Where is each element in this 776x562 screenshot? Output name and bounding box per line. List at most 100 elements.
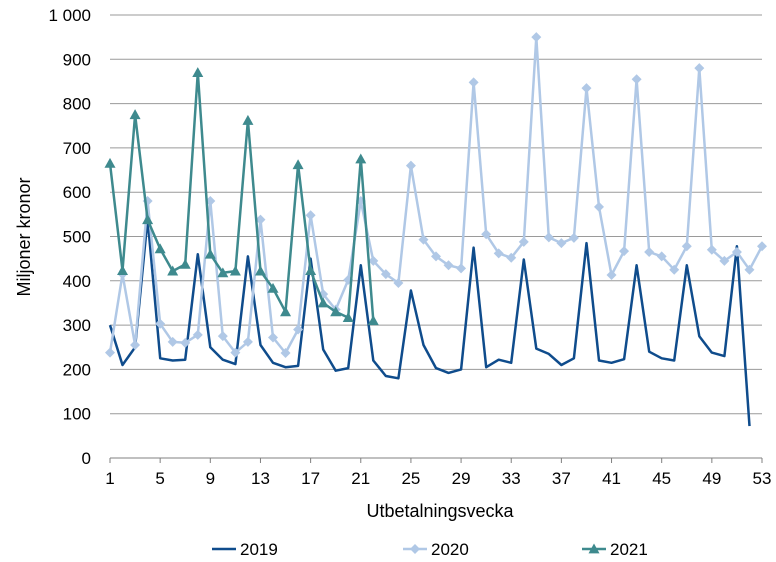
y-tick-label: 700 [63,139,91,158]
data-point [594,201,604,212]
data-point [418,234,429,245]
series-2021 [104,67,379,326]
x-tick-label: 53 [753,469,772,488]
data-point [405,160,416,171]
data-point [619,246,630,257]
y-tick-label: 400 [63,272,91,291]
data-point [154,243,166,254]
data-point [305,210,316,221]
data-point [130,340,141,351]
x-tick-label: 37 [552,469,571,488]
data-point [167,265,179,276]
data-point [305,265,317,276]
series-line-2021 [108,71,375,321]
x-tick-label: 21 [351,469,370,488]
data-point [631,74,642,85]
data-point [431,251,441,262]
data-point [342,312,354,322]
data-point [179,258,191,269]
data-point [317,297,329,308]
data-point [204,248,216,259]
x-tick-label: 29 [452,469,471,488]
data-point [506,252,517,263]
legend-marker [410,544,420,554]
data-point [443,260,454,271]
data-point [292,159,304,170]
legend-item-2019: 2019 [212,540,278,559]
x-axis [109,457,763,463]
data-point [142,214,154,225]
x-tick-label: 33 [502,469,521,488]
data-point [117,265,129,276]
data-point [192,329,203,340]
legend-label: 2019 [240,540,278,559]
legend: 2019 2020 2021 [212,540,648,559]
data-point [380,269,391,280]
data-point [280,306,292,317]
legend-label: 2021 [610,540,648,559]
y-tick-label: 100 [63,405,91,424]
x-tick-label: 41 [602,469,621,488]
data-point [268,332,278,343]
data-point [167,336,178,347]
data-point [267,282,279,293]
legend-label: 2020 [431,540,469,559]
data-point [694,63,705,74]
x-tick-label: 45 [652,469,671,488]
data-point [706,244,717,255]
y-axis-tick-labels: 0 100 200 300 400 500 600 700 800 900 1 000 [48,6,91,468]
data-point [481,229,492,240]
data-point [606,270,617,281]
y-tick-label: 300 [63,316,91,335]
y-tick-label: 0 [82,449,91,468]
series-line-2019 [108,217,751,427]
data-point [543,232,554,243]
data-point [656,251,667,262]
x-tick-label: 17 [301,469,320,488]
data-point [669,264,680,275]
data-point [456,263,467,274]
data-point [180,337,191,348]
y-tick-label: 600 [63,183,91,202]
y-tick-label: 200 [63,360,91,379]
data-point [254,265,266,276]
data-point [155,318,166,329]
y-axis-title: Miljoner kronor [14,177,34,296]
x-axis-tick-labels: 1 5 9 13 17 21 25 29 33 37 41 45 49 53 [105,469,771,488]
data-point [355,153,367,164]
data-point [568,232,579,243]
data-point [581,83,592,94]
data-point [518,236,529,247]
data-point [468,77,479,88]
series-2019 [108,217,751,427]
data-point [280,348,291,359]
data-point [104,157,116,168]
y-tick-label: 900 [63,50,91,69]
y-tick-label: 500 [63,228,91,247]
x-tick-label: 13 [251,469,270,488]
data-point [744,264,755,275]
x-tick-label: 9 [206,469,215,488]
data-point [681,241,692,252]
data-point [368,255,379,266]
x-tick-label: 5 [155,469,164,488]
legend-item-2021: 2021 [582,540,648,559]
data-point [129,109,141,120]
y-tick-label: 1 000 [48,6,91,25]
data-point [255,214,266,225]
legend-item-2020: 2020 [403,540,469,559]
data-point [556,238,567,249]
data-point [493,248,504,259]
x-tick-label: 49 [702,469,721,488]
x-tick-label: 25 [401,469,420,488]
data-point [105,347,115,358]
data-point [719,255,730,266]
data-point [330,306,342,317]
data-point [192,67,204,77]
data-point [293,324,304,335]
data-point [242,114,254,125]
data-point [531,32,542,43]
data-point [217,267,229,278]
data-point [757,241,767,252]
